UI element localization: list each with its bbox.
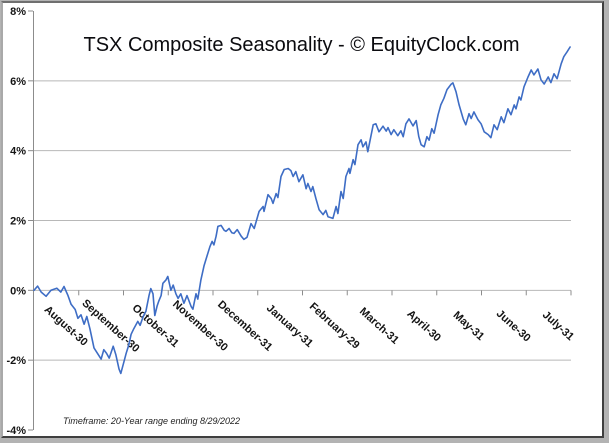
timeframe-note: Timeframe: 20-Year range ending 8/29/202… bbox=[63, 416, 241, 426]
y-axis-label: -4% bbox=[6, 425, 26, 436]
y-axis-label: 2% bbox=[10, 216, 26, 228]
x-axis-label: March-31 bbox=[357, 305, 401, 346]
x-axis-label: May-31 bbox=[451, 309, 487, 343]
x-axis-label: April-30 bbox=[405, 308, 443, 344]
y-axis-label: 6% bbox=[10, 76, 26, 88]
y-axis-label: 8% bbox=[10, 6, 26, 18]
y-axis-label: -2% bbox=[6, 355, 26, 367]
y-axis-label: 0% bbox=[10, 285, 26, 297]
chart-canvas: 8%6%4%2%0%-2%-4%August-30September-30Oct… bbox=[6, 6, 576, 436]
x-axis-label: July-31 bbox=[540, 309, 576, 343]
x-axis-label: August-30 bbox=[42, 304, 90, 349]
chart-frame: 8% 6% 4% 2% 0% -2% -4% August-30 September-30 Oct… bbox=[1, 1, 604, 438]
x-axis-label: June-30 bbox=[494, 308, 533, 345]
y-axis-label: 4% bbox=[10, 146, 26, 158]
seasonality-line bbox=[33, 46, 571, 375]
chart-title: TSX Composite Seasonality - © EquityCloc… bbox=[83, 34, 520, 56]
x-axis-label: February-29 bbox=[307, 301, 362, 352]
